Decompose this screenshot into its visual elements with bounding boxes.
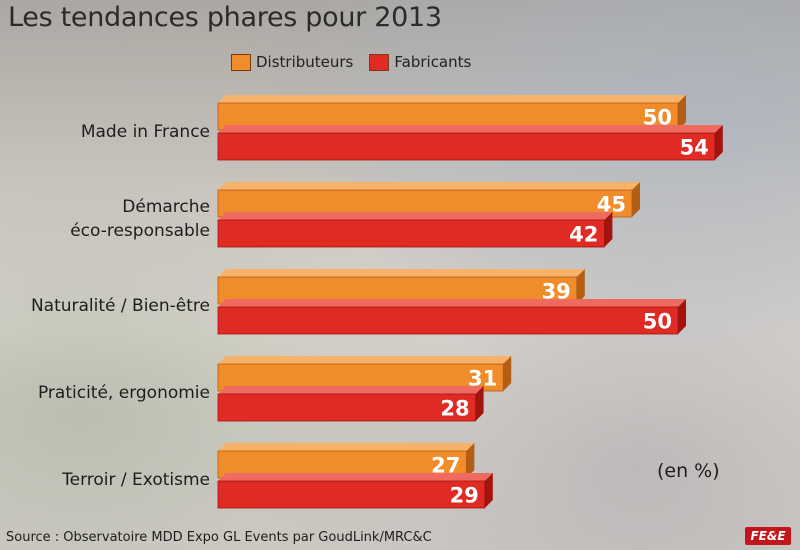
bar-front-face bbox=[217, 219, 605, 248]
bar-front-face bbox=[217, 306, 679, 335]
publisher-logo: FE&E bbox=[745, 527, 791, 545]
bar-side-face bbox=[678, 95, 686, 130]
bar-distributeurs: 45 bbox=[217, 182, 640, 218]
bar-fabricants: 42 bbox=[217, 212, 613, 248]
source-note: Source : Observatoire MDD Expo GL Events… bbox=[6, 530, 432, 545]
bar-side-face bbox=[484, 473, 493, 508]
bar-top-face bbox=[218, 182, 640, 190]
bar-side-face bbox=[475, 386, 484, 421]
category-group-praticit-ergonomie: Praticité, ergonomie 31 28 bbox=[38, 356, 512, 422]
bar-front-face bbox=[217, 132, 716, 161]
category-label: Naturalité / Bien-être bbox=[31, 296, 210, 316]
bar-side-face bbox=[678, 299, 686, 334]
category-label: Praticité, ergonomie bbox=[38, 383, 210, 403]
category-group-terroir-exotisme: Terroir / Exotisme 27 29 bbox=[61, 443, 493, 509]
bar-fabricants: 29 bbox=[217, 473, 493, 509]
value-label: 50 bbox=[643, 310, 672, 334]
bar-side-face bbox=[466, 443, 475, 478]
bar-front-face bbox=[217, 480, 486, 509]
value-label: 54 bbox=[680, 136, 709, 160]
legend-swatch-distributeurs bbox=[231, 53, 251, 71]
legend-label-distributeurs: Distributeurs bbox=[256, 53, 354, 71]
bar-fabricants: 54 bbox=[217, 125, 723, 161]
category-group-naturalit-bien-tre: Naturalité / Bien-être 39 50 bbox=[31, 269, 686, 335]
category-label: Terroir / Exotisme bbox=[61, 470, 210, 490]
bar-top-face bbox=[218, 212, 613, 220]
chart-title: Les tendances phares pour 2013 bbox=[8, 2, 442, 33]
bar-distributeurs: 50 bbox=[217, 95, 686, 131]
bar-distributeurs: 31 bbox=[217, 356, 512, 392]
bar-top-face bbox=[218, 443, 475, 451]
category-label: Démarche éco-responsable bbox=[70, 197, 210, 241]
unit-label: (en %) bbox=[657, 460, 720, 482]
bar-top-face bbox=[218, 386, 484, 394]
bar-distributeurs: 27 bbox=[217, 443, 475, 479]
bar-distributeurs: 39 bbox=[217, 269, 585, 305]
bar-top-face bbox=[218, 269, 585, 277]
bar-top-face bbox=[218, 125, 723, 133]
bar-fabricants: 28 bbox=[217, 386, 484, 422]
legend-swatch-fabricants bbox=[369, 53, 390, 71]
value-label: 28 bbox=[440, 397, 469, 421]
bar-front-face bbox=[217, 393, 477, 422]
legend-item-fabricants: Fabricants bbox=[369, 53, 471, 71]
category-label: Made in France bbox=[81, 122, 210, 142]
legend: Distributeurs Fabricants bbox=[231, 52, 487, 72]
bar-top-face bbox=[218, 95, 686, 103]
bar-top-face bbox=[218, 356, 512, 364]
bar-top-face bbox=[218, 299, 686, 307]
bar-top-face bbox=[218, 473, 493, 481]
bar-fabricants: 50 bbox=[217, 299, 686, 335]
value-label: 42 bbox=[569, 223, 598, 247]
bar-side-face bbox=[714, 125, 723, 160]
bar-side-face bbox=[604, 212, 613, 247]
legend-item-distributeurs: Distributeurs bbox=[231, 53, 353, 71]
bar-side-face bbox=[503, 356, 512, 391]
bar-side-face bbox=[576, 269, 585, 304]
category-group-made-in-france: Made in France 50 54 bbox=[81, 95, 723, 161]
bar-side-face bbox=[632, 182, 640, 217]
value-label: 29 bbox=[450, 484, 479, 508]
legend-label-fabricants: Fabricants bbox=[394, 53, 472, 71]
